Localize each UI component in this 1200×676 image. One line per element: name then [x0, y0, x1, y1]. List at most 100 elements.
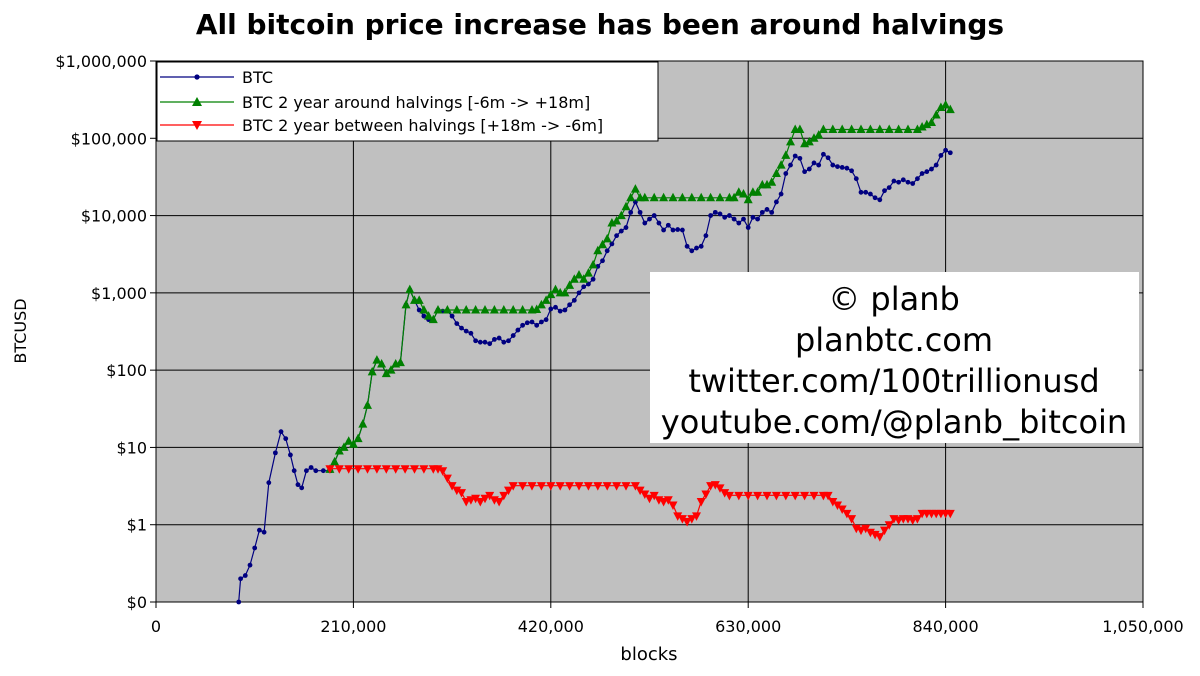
data-point-between-halvings — [687, 515, 697, 524]
data-point-around-halvings — [828, 124, 838, 133]
data-point-between-halvings — [696, 497, 706, 507]
data-point-around-halvings — [518, 305, 528, 314]
data-point-around-halvings — [574, 270, 584, 279]
data-point-btc — [872, 195, 878, 201]
data-point-btc — [788, 162, 793, 168]
x-tick-label: 210,000 — [320, 617, 386, 636]
data-point-btc — [261, 529, 267, 535]
data-point-around-halvings — [579, 274, 589, 283]
data-point-around-halvings — [569, 274, 579, 283]
data-point-between-halvings — [363, 465, 372, 474]
data-point-btc — [623, 225, 629, 230]
data-point-around-halvings — [363, 400, 372, 409]
data-point-btc — [656, 220, 662, 226]
data-point-btc — [642, 220, 648, 226]
data-point-btc — [614, 233, 619, 239]
data-point-btc — [868, 191, 873, 197]
data-point-btc — [830, 162, 836, 168]
x-tick-label: 840,000 — [913, 617, 979, 636]
data-point-btc — [576, 290, 582, 296]
data-point-btc — [242, 573, 248, 578]
data-point-btc — [675, 227, 681, 232]
data-point-btc — [295, 482, 301, 488]
data-point-around-halvings — [875, 124, 885, 133]
data-point-btc — [291, 468, 297, 474]
data-point-between-halvings — [715, 484, 725, 493]
data-point-between-halvings — [442, 474, 452, 484]
data-point-btc — [924, 169, 930, 175]
data-point-around-halvings — [945, 104, 955, 114]
data-point-btc — [882, 188, 887, 194]
data-point-between-halvings — [480, 494, 490, 504]
data-point-btc — [553, 304, 558, 310]
data-point-between-halvings — [781, 491, 791, 501]
x-tick-label: 630,000 — [715, 617, 781, 636]
data-point-around-halvings — [936, 102, 946, 112]
data-point-between-halvings — [635, 486, 645, 496]
data-point-btc — [477, 339, 483, 345]
data-point-btc — [539, 319, 544, 325]
data-point-btc — [618, 228, 624, 234]
data-point-btc — [492, 336, 497, 342]
data-point-btc — [886, 185, 892, 191]
data-point-btc — [454, 321, 460, 327]
y-tick-label: $1,000,000 — [55, 52, 147, 71]
data-point-between-halvings — [555, 482, 565, 491]
data-point-between-halvings — [790, 491, 800, 501]
data-point-around-halvings — [767, 177, 777, 186]
data-point-between-halvings — [842, 509, 852, 519]
data-point-around-halvings — [367, 366, 377, 376]
data-point-around-halvings — [395, 357, 405, 367]
data-point-between-halvings — [847, 515, 857, 524]
data-point-btc — [628, 209, 634, 215]
data-point-btc — [482, 339, 488, 345]
data-point-btc — [694, 245, 699, 251]
data-point-between-halvings — [471, 494, 481, 504]
data-point-between-halvings — [870, 530, 880, 540]
legend: BTC BTC 2 year around halvings [-6m -> +… — [156, 61, 659, 142]
data-point-around-halvings — [776, 160, 786, 169]
x-tick-label: 0 — [151, 617, 161, 636]
data-point-between-halvings — [593, 482, 603, 491]
data-point-around-halvings — [771, 168, 781, 178]
data-point-around-halvings — [739, 189, 748, 198]
data-point-around-halvings — [616, 210, 626, 220]
data-point-btc — [731, 216, 737, 222]
data-point-around-halvings — [621, 201, 631, 211]
data-point-around-halvings — [753, 187, 763, 196]
data-point-btc — [806, 166, 812, 172]
data-point-btc — [900, 177, 906, 183]
data-point-around-halvings — [847, 124, 857, 133]
data-point-between-halvings — [823, 491, 833, 501]
data-point-btc — [774, 199, 779, 205]
data-point-btc — [421, 313, 427, 319]
data-point-btc — [487, 341, 493, 347]
data-point-around-halvings — [640, 192, 650, 202]
data-point-between-halvings — [861, 524, 871, 534]
data-point-between-halvings — [828, 497, 838, 507]
data-point-btc — [783, 171, 789, 176]
y-tick-label: $10,000 — [81, 207, 147, 226]
data-point-btc — [698, 243, 704, 249]
data-point-btc — [529, 319, 535, 325]
data-point-btc — [811, 160, 817, 166]
data-point-around-halvings — [508, 305, 518, 314]
data-point-around-halvings — [452, 305, 462, 314]
data-point-btc — [473, 338, 478, 344]
data-point-btc — [877, 197, 883, 203]
data-point-around-halvings — [677, 192, 687, 202]
data-point-btc — [755, 216, 760, 222]
data-point-btc — [590, 276, 596, 282]
data-point-btc — [567, 302, 572, 308]
data-point-between-halvings — [344, 465, 354, 474]
data-point-btc — [515, 327, 521, 333]
data-point-btc — [863, 189, 869, 195]
data-point-between-halvings — [710, 481, 720, 490]
data-point-between-halvings — [762, 491, 772, 501]
data-point-between-halvings — [663, 496, 673, 505]
data-point-around-halvings — [560, 287, 570, 297]
data-point-btc — [247, 562, 253, 568]
data-point-btc — [506, 338, 511, 344]
series-around-halvings — [325, 99, 955, 473]
